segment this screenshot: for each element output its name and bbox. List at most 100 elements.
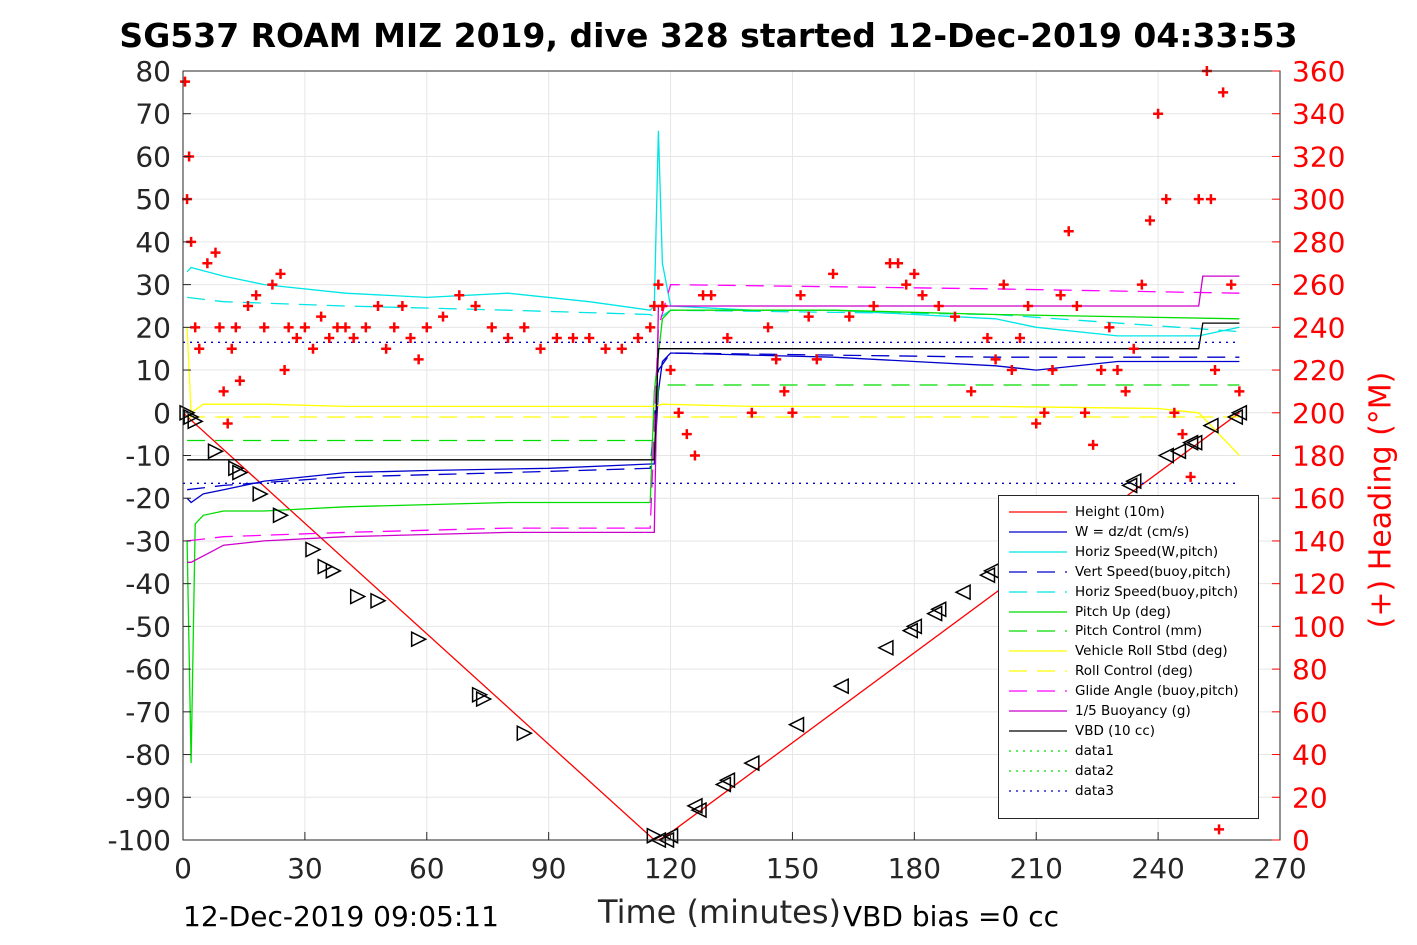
legend-swatch (1009, 551, 1067, 553)
depth-marker (349, 588, 367, 605)
x-tick-label: 90 (531, 852, 567, 885)
series-3 (187, 352, 1240, 491)
heading-point (470, 300, 481, 311)
legend-entry: Vert Speed(buoy,pitch) (999, 562, 1260, 582)
series-line (187, 352, 1240, 491)
legend-entry: 1/5 Buoyancy (g) (999, 701, 1260, 721)
depth-marker (690, 801, 707, 819)
depth-marker (179, 404, 196, 421)
legend-swatch (1009, 650, 1067, 652)
legend-entry: data3 (999, 781, 1260, 801)
heading-point (1153, 108, 1164, 119)
heading-point (1031, 418, 1042, 429)
heading-point (803, 311, 814, 322)
y-tick-label: 10 (135, 354, 171, 387)
heading-point (230, 322, 241, 333)
heading-point (633, 333, 644, 344)
y-tick-label: -30 (125, 525, 171, 558)
legend-label: data3 (1075, 782, 1114, 799)
legend-swatch (1009, 789, 1067, 792)
heading-point (218, 386, 229, 397)
legend-swatch (1009, 511, 1067, 513)
right-y-tick-label: 180 (1292, 440, 1345, 473)
depth-marker (718, 771, 736, 789)
y-tick-label: -100 (107, 824, 171, 857)
heading-point (283, 322, 294, 333)
heading-point (653, 279, 664, 290)
depth-marker (877, 639, 894, 656)
heading-point (917, 290, 928, 301)
heading-point (966, 386, 977, 397)
y-tick-label: -20 (125, 482, 171, 515)
heading-point (1096, 365, 1107, 376)
depth-marker (1202, 417, 1219, 434)
right-y-tick-label: 200 (1292, 397, 1345, 430)
vbd-bias-annotation: VBD bias =0 cc (843, 900, 1059, 933)
depth-marker (516, 724, 533, 742)
y-tick-label: -70 (125, 696, 171, 729)
series-4 (187, 296, 1240, 333)
series-1 (186, 352, 1240, 504)
depth-marker (787, 716, 805, 733)
heading-point (828, 268, 839, 279)
heading-point (689, 450, 700, 461)
legend-entry: Roll Control (deg) (999, 661, 1260, 681)
depth-marker (370, 592, 387, 609)
legend-entry: VBD (10 cc) (999, 721, 1260, 741)
heading-point (1144, 215, 1155, 226)
heading-point (1120, 386, 1131, 397)
heading-point (706, 290, 717, 301)
heading-point (584, 333, 595, 344)
heading-point (1136, 279, 1147, 290)
heading-point (665, 365, 676, 376)
series-line (186, 130, 1240, 337)
heading-point (1071, 300, 1082, 311)
y-tick-label: 50 (135, 183, 171, 216)
heading-point (844, 311, 855, 322)
legend-swatch (1009, 630, 1067, 633)
heading-point (1079, 407, 1090, 418)
series-line (186, 327, 1240, 456)
heading-point (645, 322, 656, 333)
heading-point (795, 290, 806, 301)
heading-point (990, 354, 1001, 365)
x-tick-label: 270 (1253, 852, 1306, 885)
legend-entry: Horiz Speed(buoy,pitch) (999, 582, 1260, 602)
heading-point (1218, 87, 1229, 98)
heading-point (308, 343, 319, 354)
heading-point (535, 343, 546, 354)
depth-marker (905, 618, 923, 635)
heading-point (210, 247, 221, 258)
x-tick-label: 30 (287, 852, 323, 885)
series-layer (179, 66, 1248, 849)
heading-point (340, 322, 351, 333)
depth-marker (410, 630, 428, 648)
y-tick-label: 60 (135, 140, 171, 173)
heading-point (421, 322, 432, 333)
heading-point (600, 343, 611, 354)
y-tick-label: -40 (125, 568, 171, 601)
series-line (187, 275, 1240, 563)
series-line (187, 296, 1240, 333)
legend-label: Height (10m) (1075, 504, 1165, 520)
depth-marker (1169, 443, 1187, 460)
right-y-axis-label: (+) Heading (°M) (1363, 371, 1399, 629)
heading-point (779, 386, 790, 397)
heading-point (234, 375, 245, 386)
right-y-tick-label: 240 (1292, 311, 1345, 344)
series-line (187, 283, 1240, 542)
series-2 (186, 130, 1240, 337)
legend-entry: data2 (999, 761, 1260, 781)
right-y-tick-label: 40 (1292, 739, 1328, 772)
legend-swatch (1009, 750, 1067, 752)
heading-point (259, 322, 270, 333)
legend-label: data2 (1075, 762, 1114, 779)
right-y-tick-label: 140 (1292, 525, 1345, 558)
right-y-tick-label: 160 (1292, 482, 1345, 515)
depth-marker (475, 690, 493, 708)
legend-swatch (1009, 710, 1067, 712)
axis-ticks: 0 30 60 90 120 150 180 210 240 270 80 70 60 50 40 30 20 1… (107, 55, 1345, 885)
heading-point (194, 343, 205, 354)
heading-point (1193, 194, 1204, 205)
y-tick-label: 0 (153, 397, 171, 430)
